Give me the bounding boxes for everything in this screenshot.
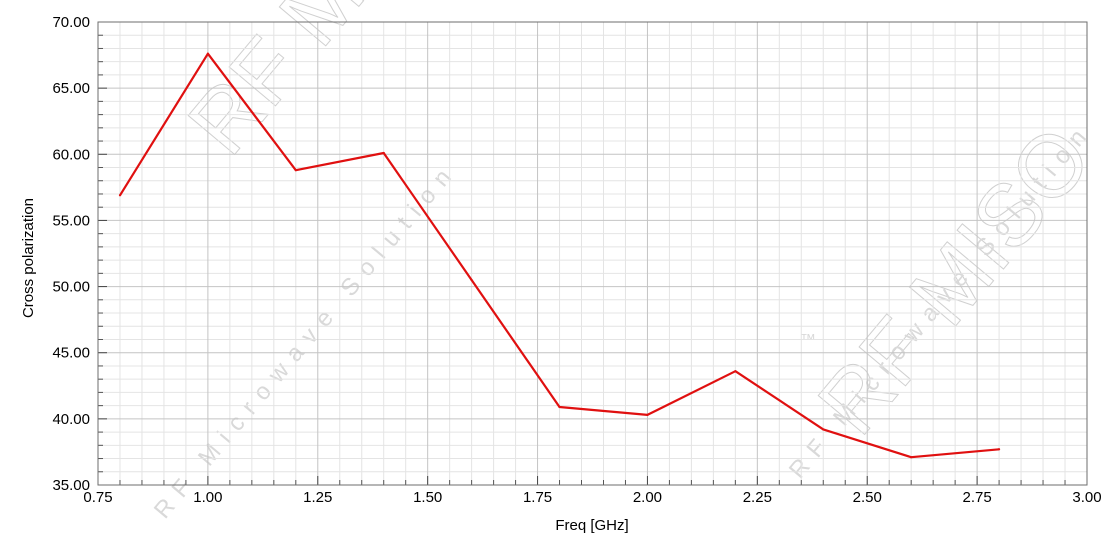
watermark-tagline-left: RF Microwave Solution — [149, 157, 463, 524]
watermark-brand-left: RF MISO — [169, 0, 481, 172]
x-tick-label: 2.25 — [743, 489, 772, 506]
x-tick-label: 1.50 — [413, 489, 442, 506]
data-point — [997, 448, 1001, 451]
data-point — [470, 278, 473, 282]
plot-area — [97, 21, 1088, 486]
x-tick-label: 0.75 — [83, 489, 112, 506]
y-tick-label: 60.00 — [52, 146, 90, 163]
data-point — [206, 52, 209, 55]
x-axis-ticks: 0.75 1.00 1.25 1.50 1.75 2.00 2.25 2.50 2.75 3.00 — [83, 489, 1101, 506]
data-point — [382, 151, 385, 155]
y-axis-ticks: 35.00 40.00 45.00 50.00 55.00 60.00 65.00 70.00 — [52, 14, 90, 494]
data-point — [734, 370, 737, 373]
x-tick-label: 1.75 — [523, 489, 552, 506]
x-tick-label: 2.50 — [853, 489, 882, 506]
y-tick-label: 35.00 — [52, 477, 90, 494]
x-tick-label: 2.00 — [633, 489, 662, 506]
data-point — [118, 194, 122, 197]
minor-grid — [98, 22, 1087, 485]
x-tick-label: 2.75 — [963, 489, 992, 506]
y-tick-label: 50.00 — [52, 279, 90, 296]
y-axis-title: Cross polarization — [20, 198, 37, 318]
x-axis-title: Freq [GHz] — [555, 517, 628, 534]
x-tick-label: 3.00 — [1072, 489, 1101, 506]
plot-frame — [97, 21, 1088, 486]
data-point — [910, 456, 913, 459]
data-point — [822, 428, 825, 431]
watermark-tm: ™ — [800, 332, 816, 349]
data-point — [294, 169, 297, 172]
y-tick-label: 70.00 — [52, 14, 90, 31]
data-point — [558, 405, 561, 409]
y-tick-label: 40.00 — [52, 411, 90, 428]
series-layer — [118, 52, 1001, 459]
y-tick-label: 55.00 — [52, 212, 90, 229]
x-tick-label: 1.00 — [193, 489, 222, 506]
x-tick-label: 1.25 — [303, 489, 332, 506]
y-tick-label: 65.00 — [52, 80, 90, 97]
y-tick-label: 45.00 — [52, 345, 90, 362]
data-point — [646, 413, 649, 416]
